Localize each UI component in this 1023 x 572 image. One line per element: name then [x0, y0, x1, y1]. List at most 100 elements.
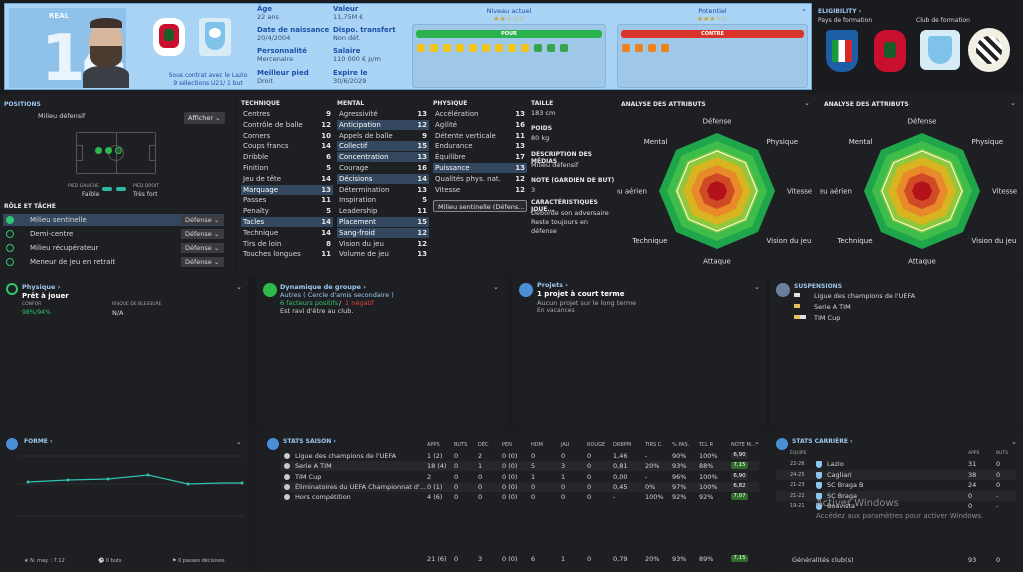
column-header[interactable]: HDM — [531, 442, 543, 448]
career-row[interactable]: 21-22 SC Braga 0 - — [776, 490, 1016, 501]
afficher-dropdown[interactable]: Afficher ⌄ — [184, 112, 225, 124]
column-header[interactable]: TCL R — [699, 442, 714, 448]
column-header[interactable]: BUTS — [454, 442, 468, 448]
attribute-row[interactable]: Anticipation 12 — [337, 119, 429, 130]
season-stat-row[interactable]: Hors compétition 4 (6) 0 0 0 (0) 0 0 0 - 100% 92% 9… — [281, 492, 759, 502]
attribute-row[interactable]: Appels de balle 9 — [337, 131, 429, 141]
attribute-row[interactable]: Coups francs 14 — [241, 141, 333, 151]
season-stat-row[interactable]: TIM Cup 2 0 0 0 (0) 1 1 0 0,00 - 96% 100% 6,90 — [281, 472, 759, 482]
attribute-value: 13 — [515, 164, 525, 172]
attribute-row[interactable]: Puissance 13 — [433, 163, 527, 173]
stat-cell: 0 — [587, 493, 592, 502]
chevron-down-icon[interactable]: ⌄ — [1011, 438, 1017, 446]
career-row[interactable]: 21-23 SC Braga B 24 0 — [776, 480, 1016, 490]
eligibility-title[interactable]: ELIGIBILITY › — [818, 8, 862, 15]
attribute-row[interactable]: Courage 16 — [337, 163, 429, 173]
attribute-row[interactable]: Finition 5 — [241, 163, 333, 173]
career-row[interactable]: 22-26 Lazio 31 0 — [776, 459, 1016, 469]
right-foot-icon — [116, 187, 126, 191]
attribute-row[interactable]: Collectif 15 — [337, 141, 429, 152]
season-stat-row[interactable]: Éliminatoires du UEFA Championnat d'... 0… — [281, 481, 759, 492]
attribute-row[interactable]: Tacles 14 — [241, 217, 333, 227]
collapse-chevron-icon[interactable]: ⌄ — [801, 5, 807, 13]
attribute-row[interactable]: Corners 10 — [241, 131, 333, 141]
attribute-row[interactable]: Penalty 5 — [241, 206, 333, 216]
attribute-row[interactable]: Détermination 13 — [337, 185, 429, 195]
task-dropdown[interactable]: Défense ⌄ — [181, 229, 224, 239]
role-select-dropdown[interactable]: Milieu sentinelle (Défens... ⌄ — [433, 200, 527, 212]
career-apps: 0 — [968, 491, 973, 500]
season-stat-row[interactable]: Serie A TIM 18 (4) 0 1 0 (0) 5 3 0 0,81 20% 93% 88%… — [281, 461, 759, 472]
column-header[interactable]: PEN — [502, 442, 512, 448]
attribute-row[interactable]: Contrôle de balle 12 — [241, 120, 333, 130]
attribute-row[interactable]: Accélération 13 — [433, 109, 527, 119]
physique-status-icon — [6, 283, 18, 295]
attribute-row[interactable]: Tirs de loin 8 — [241, 239, 333, 249]
role-row[interactable]: Milieu sentinelle Défense ⌄ — [3, 214, 224, 226]
attribute-row[interactable]: Marquage 13 — [241, 184, 333, 195]
attribute-row[interactable]: Jeu de tête 14 — [241, 174, 333, 184]
attribute-row[interactable]: Concentration 13 — [337, 152, 429, 163]
attribute-row[interactable]: Agilité 16 — [433, 120, 527, 130]
column-header[interactable]: DÉC — [478, 442, 489, 448]
attribute-row[interactable]: Vitesse 12 — [433, 185, 527, 195]
stats-carriere-title[interactable]: STATS CARRIÈRE › — [792, 438, 853, 445]
attribute-row[interactable]: Décisions 14 — [337, 173, 429, 184]
attribute-row[interactable]: Agressivité 13 — [337, 109, 429, 119]
chevron-down-icon[interactable]: ⌄ — [236, 283, 242, 291]
column-header[interactable]: ROUGE — [587, 442, 606, 448]
forme-title[interactable]: FORME › — [24, 438, 53, 445]
attribute-value: 17 — [515, 153, 525, 162]
attribute-row[interactable]: Équilibre 17 — [433, 152, 527, 162]
task-dropdown[interactable]: Défense ⌄ — [181, 257, 224, 267]
chevron-down-icon[interactable]: ⌄ — [754, 283, 760, 291]
career-team[interactable]: SC Braga — [827, 491, 857, 500]
attribute-row[interactable]: Sang-froid 12 — [337, 227, 429, 238]
season-stat-row[interactable]: Ligue des champions de l'UEFA 1 (2) 0 2 0 (0… — [281, 451, 759, 461]
attribute-row[interactable]: Centres 9 — [241, 109, 333, 119]
career-team[interactable]: Lazio — [827, 460, 844, 468]
column-header[interactable]: JAU — [561, 442, 570, 448]
career-row[interactable]: 19-21 Boavista 0 - — [776, 501, 1016, 511]
career-row[interactable]: 24-25 Cagliari 38 0 — [776, 469, 1016, 480]
task-dropdown[interactable]: Défense ⌄ — [181, 215, 224, 225]
attribute-row[interactable]: Passes 11 — [241, 195, 333, 205]
attribute-row[interactable]: Dribble 6 — [241, 152, 333, 162]
attribute-row[interactable]: Touches longues 11 — [241, 249, 333, 259]
column-header[interactable]: TIRS C. — [645, 442, 663, 448]
career-season: 19-21 — [790, 503, 805, 509]
chevron-down-icon[interactable]: ⌄ — [804, 99, 810, 107]
column-header[interactable]: NOTE M... — [731, 442, 756, 448]
role-row[interactable]: Demi-centre Défense ⌄ — [3, 228, 224, 240]
attribute-row[interactable]: Leadership 11 — [337, 206, 429, 216]
dyn-title[interactable]: Dynamique de groupe › — [280, 283, 366, 291]
column-header[interactable]: % PAS. — [672, 442, 690, 448]
attribute-row[interactable]: Qualités phys. nat. 12 — [433, 174, 527, 184]
chevron-down-icon[interactable]: ⌄ — [754, 438, 760, 446]
task-dropdown[interactable]: Défense ⌄ — [181, 243, 224, 253]
physique-status-title[interactable]: Physique › — [22, 283, 61, 291]
chevron-down-icon[interactable]: ⌄ — [236, 438, 242, 446]
attribute-row[interactable]: Endurance 13 — [433, 141, 527, 151]
proj-title[interactable]: Projets › — [537, 281, 568, 289]
proj-line3: En vacances — [537, 307, 575, 314]
attribute-row[interactable]: Technique 14 — [241, 228, 333, 238]
column-header[interactable]: APPS — [427, 442, 440, 448]
chevron-down-icon[interactable]: ⌄ — [1010, 99, 1016, 107]
forme-foot-2: ⚽ 0 buts — [98, 558, 122, 564]
career-team[interactable]: SC Braga B — [827, 481, 864, 489]
attribute-row[interactable]: Placement 15 — [337, 217, 429, 227]
career-team[interactable]: Cagliari — [827, 470, 852, 479]
column-header[interactable]: DRBPM — [613, 442, 632, 448]
chevron-down-icon[interactable]: ⌄ — [493, 283, 499, 291]
lazio-crest-icon — [920, 30, 960, 70]
attribute-row[interactable]: Volume de jeu 13 — [337, 249, 429, 259]
stats-saison-title[interactable]: STATS SAISON › — [283, 438, 336, 445]
role-row[interactable]: Milieu récupérateur Défense ⌄ — [3, 242, 224, 254]
stat-cell: - — [645, 472, 648, 481]
attribute-row[interactable]: Détente verticale 11 — [433, 131, 527, 141]
attribute-row[interactable]: Vision du jeu 12 — [337, 239, 429, 249]
role-row[interactable]: Meneur de jeu en retrait Défense ⌄ — [3, 256, 224, 268]
career-team[interactable]: Boavista — [827, 502, 855, 510]
attribute-row[interactable]: Inspiration 5 — [337, 195, 429, 205]
